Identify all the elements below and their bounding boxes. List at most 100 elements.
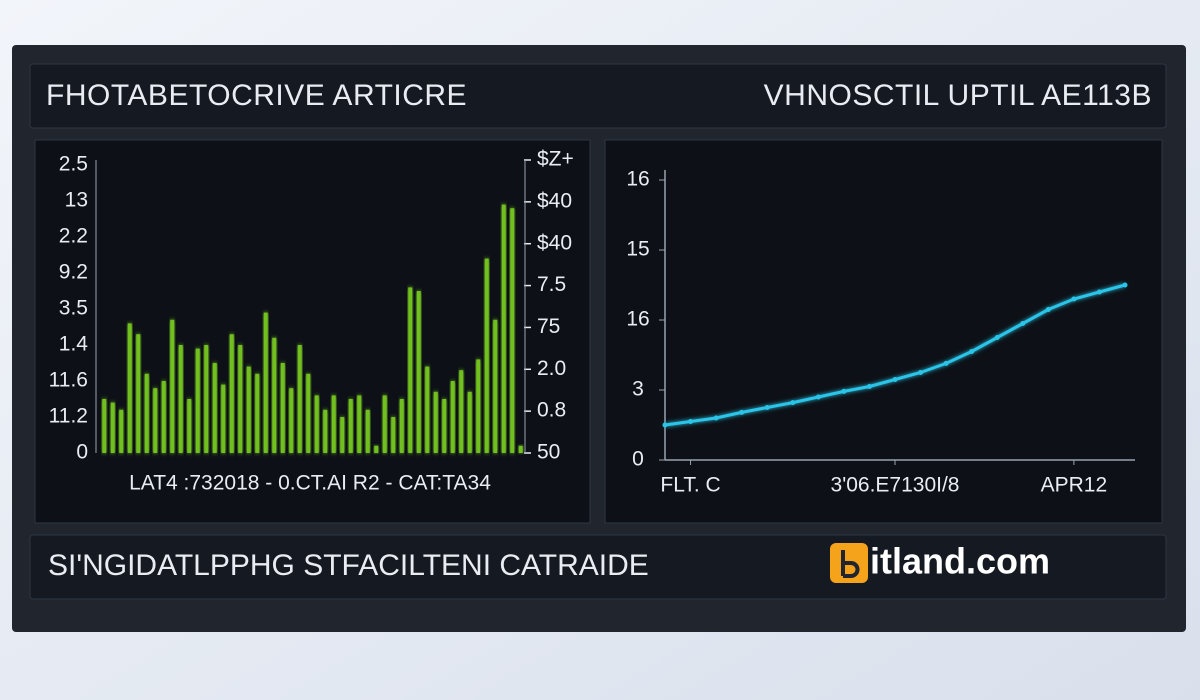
line-point <box>815 394 821 400</box>
line-point <box>764 405 770 410</box>
bar <box>110 402 115 453</box>
y-tick-label: 11.2 <box>49 405 88 428</box>
bar <box>399 399 404 453</box>
bar <box>433 391 438 453</box>
bar <box>518 445 523 453</box>
footer-text: SI'NGIDATLPPHG STFACILTENI CATRAIDE <box>48 549 649 582</box>
bar <box>178 345 183 453</box>
bar <box>365 409 370 453</box>
y2-tick-label: $40 <box>537 231 572 254</box>
footer-bar <box>29 534 1167 600</box>
y2-tick-label: $40 <box>537 189 572 212</box>
y2-tick-label: 50 <box>537 441 560 464</box>
bar <box>374 445 379 453</box>
y-tick-label: 9.2 <box>59 261 88 284</box>
line-point <box>1096 289 1102 295</box>
bar <box>484 258 489 453</box>
bar <box>127 323 132 453</box>
bar <box>510 208 515 453</box>
y-tick-label: 16 <box>626 168 649 191</box>
right-chart-panel <box>604 139 1163 524</box>
bar <box>144 373 149 453</box>
bar <box>221 384 226 453</box>
y-tick-label: 16 <box>626 308 649 331</box>
y2-tick-label: 2.0 <box>537 357 566 380</box>
line-point <box>892 377 898 382</box>
y-tick-label: 15 <box>626 238 649 261</box>
bar <box>476 359 481 453</box>
bar <box>119 409 124 453</box>
line-point <box>1122 282 1128 288</box>
bar <box>195 348 200 453</box>
header-bar <box>29 63 1167 129</box>
bar <box>306 373 311 453</box>
bar <box>442 399 447 453</box>
x-axis-label: LAT4 :732018 - 0.CT.AI R2 - CAT:TA34 <box>129 472 491 495</box>
line-point <box>1071 296 1077 302</box>
bar <box>255 373 260 453</box>
line-point <box>688 419 694 424</box>
y-tick-label: 1.4 <box>59 333 89 356</box>
logo-icon-mark <box>841 550 860 578</box>
line-point <box>943 360 949 366</box>
bar <box>161 381 166 453</box>
bar <box>323 409 328 453</box>
x-tick-label: FLT. C <box>660 474 720 497</box>
y-tick-label: 0 <box>76 441 88 464</box>
y2-tick-label: $Z+ <box>537 148 574 171</box>
line-point <box>662 422 668 428</box>
bar <box>212 363 217 453</box>
line-point <box>918 370 924 375</box>
y-tick-label: 13 <box>65 189 88 212</box>
line-point <box>866 384 872 389</box>
line-point <box>713 415 719 421</box>
bar <box>297 345 302 453</box>
x-tick-label: APR12 <box>1041 474 1108 497</box>
bar <box>331 395 336 453</box>
bar <box>493 319 498 453</box>
bar <box>280 363 285 453</box>
bar <box>187 399 192 453</box>
bar <box>459 370 464 453</box>
bar <box>357 395 362 453</box>
bar <box>425 366 430 453</box>
bar <box>153 388 158 453</box>
bar <box>229 334 234 453</box>
y-tick-label: 2.5 <box>59 153 88 176</box>
bar <box>170 319 175 453</box>
bar <box>136 334 141 453</box>
y-tick-label: 2.2 <box>59 225 88 248</box>
bar <box>314 395 319 453</box>
bar <box>450 381 455 453</box>
line-point <box>841 388 847 394</box>
line-point <box>994 335 1000 340</box>
y2-tick-label: 0.8 <box>537 399 566 422</box>
bar <box>416 291 421 453</box>
line-point <box>969 349 975 354</box>
left-chart-panel <box>34 139 591 524</box>
line-point <box>790 400 796 406</box>
bar <box>204 345 209 453</box>
line-chart: 0 3 16 15 16 FLT. C 3'06.E7130I/8 APR12 <box>626 168 1135 497</box>
y-tick-label: 11.6 <box>49 369 88 392</box>
bar <box>272 337 277 453</box>
y-tick-label: 3.5 <box>59 297 88 320</box>
bar <box>391 417 396 453</box>
bar <box>340 417 345 453</box>
y2-tick-label: 7.5 <box>537 273 566 296</box>
y-tick-label: 3 <box>632 378 644 401</box>
bar-chart: 0 11.2 11.6 1.4 3.5 9.2 2.2 13 2.5 50 0.8 2.0 75 7.5 $… <box>49 148 574 495</box>
bar <box>238 345 243 453</box>
bar <box>467 391 472 453</box>
bar <box>246 366 251 453</box>
bar <box>501 204 506 453</box>
header-subtitle: VHNOSCTIL UPTIL AE113B <box>764 79 1152 112</box>
bar <box>382 395 387 453</box>
y-tick-label: 0 <box>632 448 644 471</box>
bar <box>102 399 107 453</box>
line-point <box>739 409 745 415</box>
logo-text: itland.com <box>870 541 1050 582</box>
header-title: FHOTABETOCRIVE ARTICRE <box>46 79 467 112</box>
y2-tick-label: 75 <box>537 315 560 338</box>
